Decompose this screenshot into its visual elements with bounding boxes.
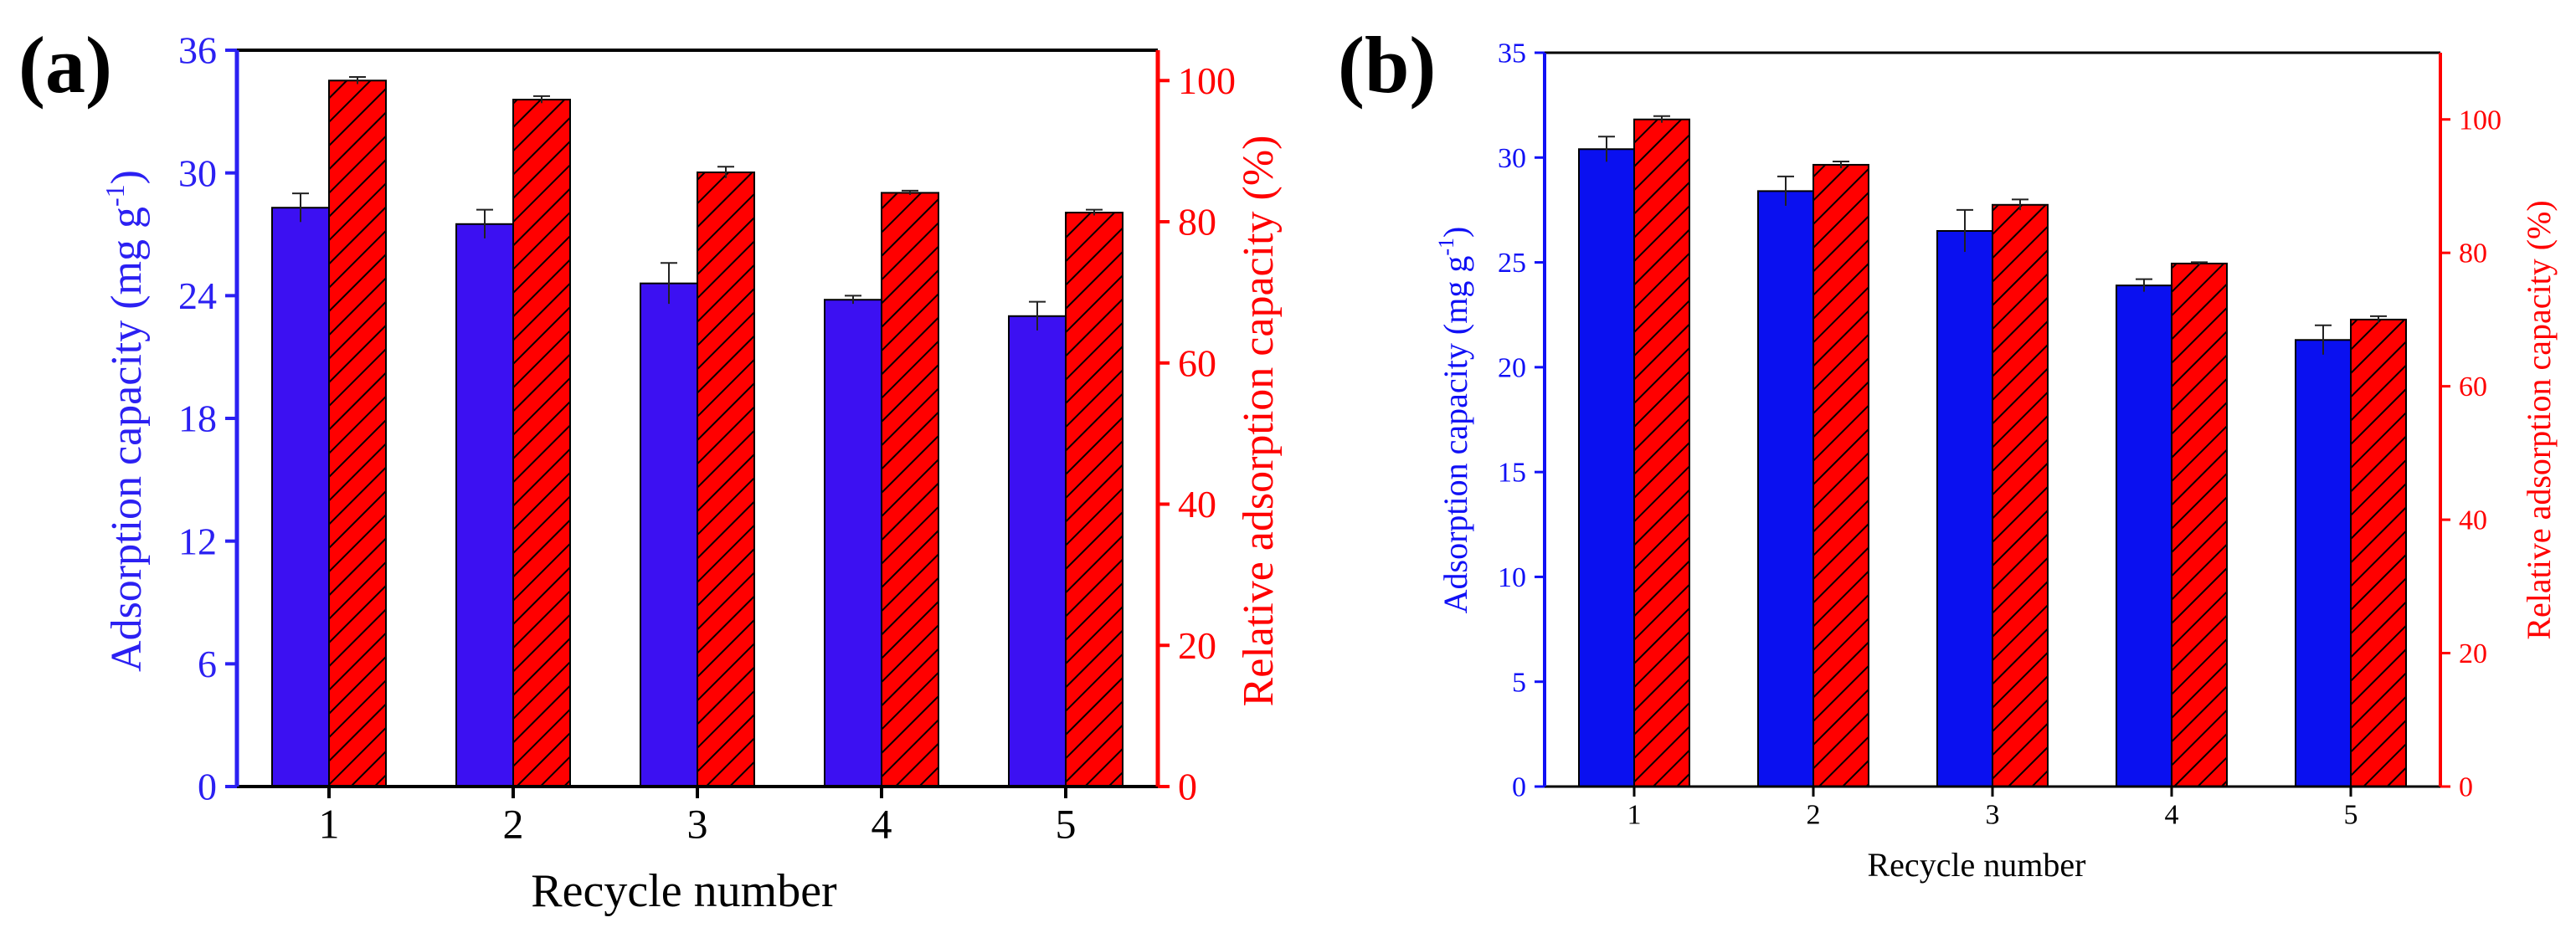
panel-b-left-axis-label: Adsorption capacity (mg g-1) <box>1434 227 1474 614</box>
bar-relative-capacity-1 <box>1633 118 1690 787</box>
bar-relative-capacity-5 <box>2350 318 2407 787</box>
right-tick-label-40: 40 <box>1178 483 1216 525</box>
bar-adsorption-capacity-3 <box>1936 229 1993 787</box>
right-tick-label-80: 80 <box>1178 201 1216 243</box>
bar-adsorption-capacity-1 <box>1578 148 1635 787</box>
bar-relative-capacity-4 <box>2171 262 2228 787</box>
left-tick-label-0: 0 <box>1512 772 1526 803</box>
bar-relative-capacity-3 <box>697 171 755 787</box>
bar-adsorption-capacity-4 <box>2116 284 2172 787</box>
right-tick-label-20: 20 <box>1178 624 1216 667</box>
right-tick-label-100: 100 <box>2459 105 2501 136</box>
bar-relative-capacity-2 <box>512 99 571 787</box>
bar-relative-capacity-3 <box>1992 203 2049 787</box>
panel-b-right-axis-label: Relative adsorption capacity (%) <box>2520 200 2558 639</box>
right-tick-label-80: 80 <box>2459 238 2487 269</box>
right-tick-label-60: 60 <box>2459 372 2487 402</box>
panel-b-x-axis-label: Recycle number <box>1868 846 2086 884</box>
left-tick-label-25: 25 <box>1498 248 1526 279</box>
left-tick-label-0: 0 <box>198 766 217 808</box>
bar-adsorption-capacity-4 <box>824 299 882 787</box>
left-tick-label-30: 30 <box>1498 143 1526 174</box>
bar-adsorption-capacity-3 <box>640 282 698 787</box>
panel-b-label: (b) <box>1338 20 1436 110</box>
panel-b: (b) 0 5 10 15 20 25 30 35 0 20 40 60 80 100 1 2 3 4 5 Re… <box>1338 20 2558 884</box>
left-tick-label-12: 12 <box>178 520 217 562</box>
left-tick-label-30: 30 <box>178 151 217 194</box>
x-tick-label-3: 3 <box>687 801 708 848</box>
x-tick-label-4: 4 <box>872 801 892 848</box>
x-tick-label-1: 1 <box>1627 799 1642 830</box>
panel-a-x-axis-label: Recycle number <box>531 865 837 917</box>
bar-relative-capacity-1 <box>328 79 387 787</box>
bar-relative-capacity-4 <box>881 192 939 787</box>
left-tick-label-5: 5 <box>1512 667 1526 698</box>
left-tick-label-24: 24 <box>178 274 217 317</box>
left-tick-label-18: 18 <box>178 397 217 440</box>
left-tick-label-36: 36 <box>178 29 217 72</box>
right-tick-label-0: 0 <box>2459 772 2473 803</box>
bar-relative-capacity-2 <box>1812 163 1869 787</box>
panel-a-label: (a) <box>18 20 112 110</box>
x-tick-label-2: 2 <box>1807 799 1821 830</box>
x-tick-label-5: 5 <box>2344 799 2358 830</box>
left-tick-label-6: 6 <box>198 643 217 685</box>
right-tick-label-60: 60 <box>1178 341 1216 384</box>
bar-adsorption-capacity-5 <box>2295 339 2352 788</box>
left-tick-label-10: 10 <box>1498 562 1526 593</box>
x-tick-label-4: 4 <box>2165 799 2179 830</box>
right-tick-label-20: 20 <box>2459 638 2487 669</box>
right-tick-label-100: 100 <box>1178 59 1236 102</box>
right-tick-label-0: 0 <box>1178 766 1197 808</box>
x-tick-label-3: 3 <box>1986 799 2000 830</box>
bar-adsorption-capacity-1 <box>271 207 330 787</box>
bar-relative-capacity-5 <box>1065 212 1123 787</box>
left-tick-label-15: 15 <box>1498 458 1526 489</box>
bar-adsorption-capacity-2 <box>455 223 514 787</box>
panel-a-right-axis-label: Relative adsorption capacity (%) <box>1235 136 1283 707</box>
bar-adsorption-capacity-2 <box>1757 190 1814 787</box>
x-tick-label-5: 5 <box>1056 801 1077 848</box>
left-tick-label-20: 20 <box>1498 352 1526 383</box>
bar-adsorption-capacity-5 <box>1008 315 1067 787</box>
x-tick-label-2: 2 <box>503 801 524 848</box>
panel-a-left-axis-label: Adsorption capacity (mg g-1) <box>100 170 151 672</box>
right-tick-label-40: 40 <box>2459 505 2487 536</box>
x-tick-label-1: 1 <box>319 801 340 848</box>
left-tick-label-35: 35 <box>1498 38 1526 69</box>
